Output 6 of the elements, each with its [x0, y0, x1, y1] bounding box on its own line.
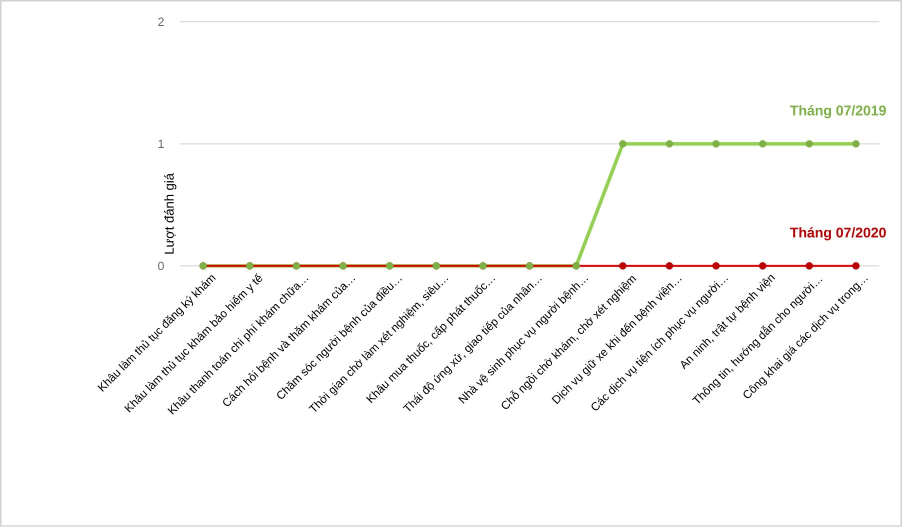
y-axis-title: Lượt đánh giá — [164, 173, 176, 254]
series-label: Tháng 07/2019 — [790, 105, 886, 118]
y-tick-label: 0 — [158, 262, 164, 270]
y-tick-label: 2 — [158, 18, 164, 26]
series-label: Tháng 07/2020 — [790, 227, 886, 240]
y-tick-label: 1 — [158, 140, 164, 148]
